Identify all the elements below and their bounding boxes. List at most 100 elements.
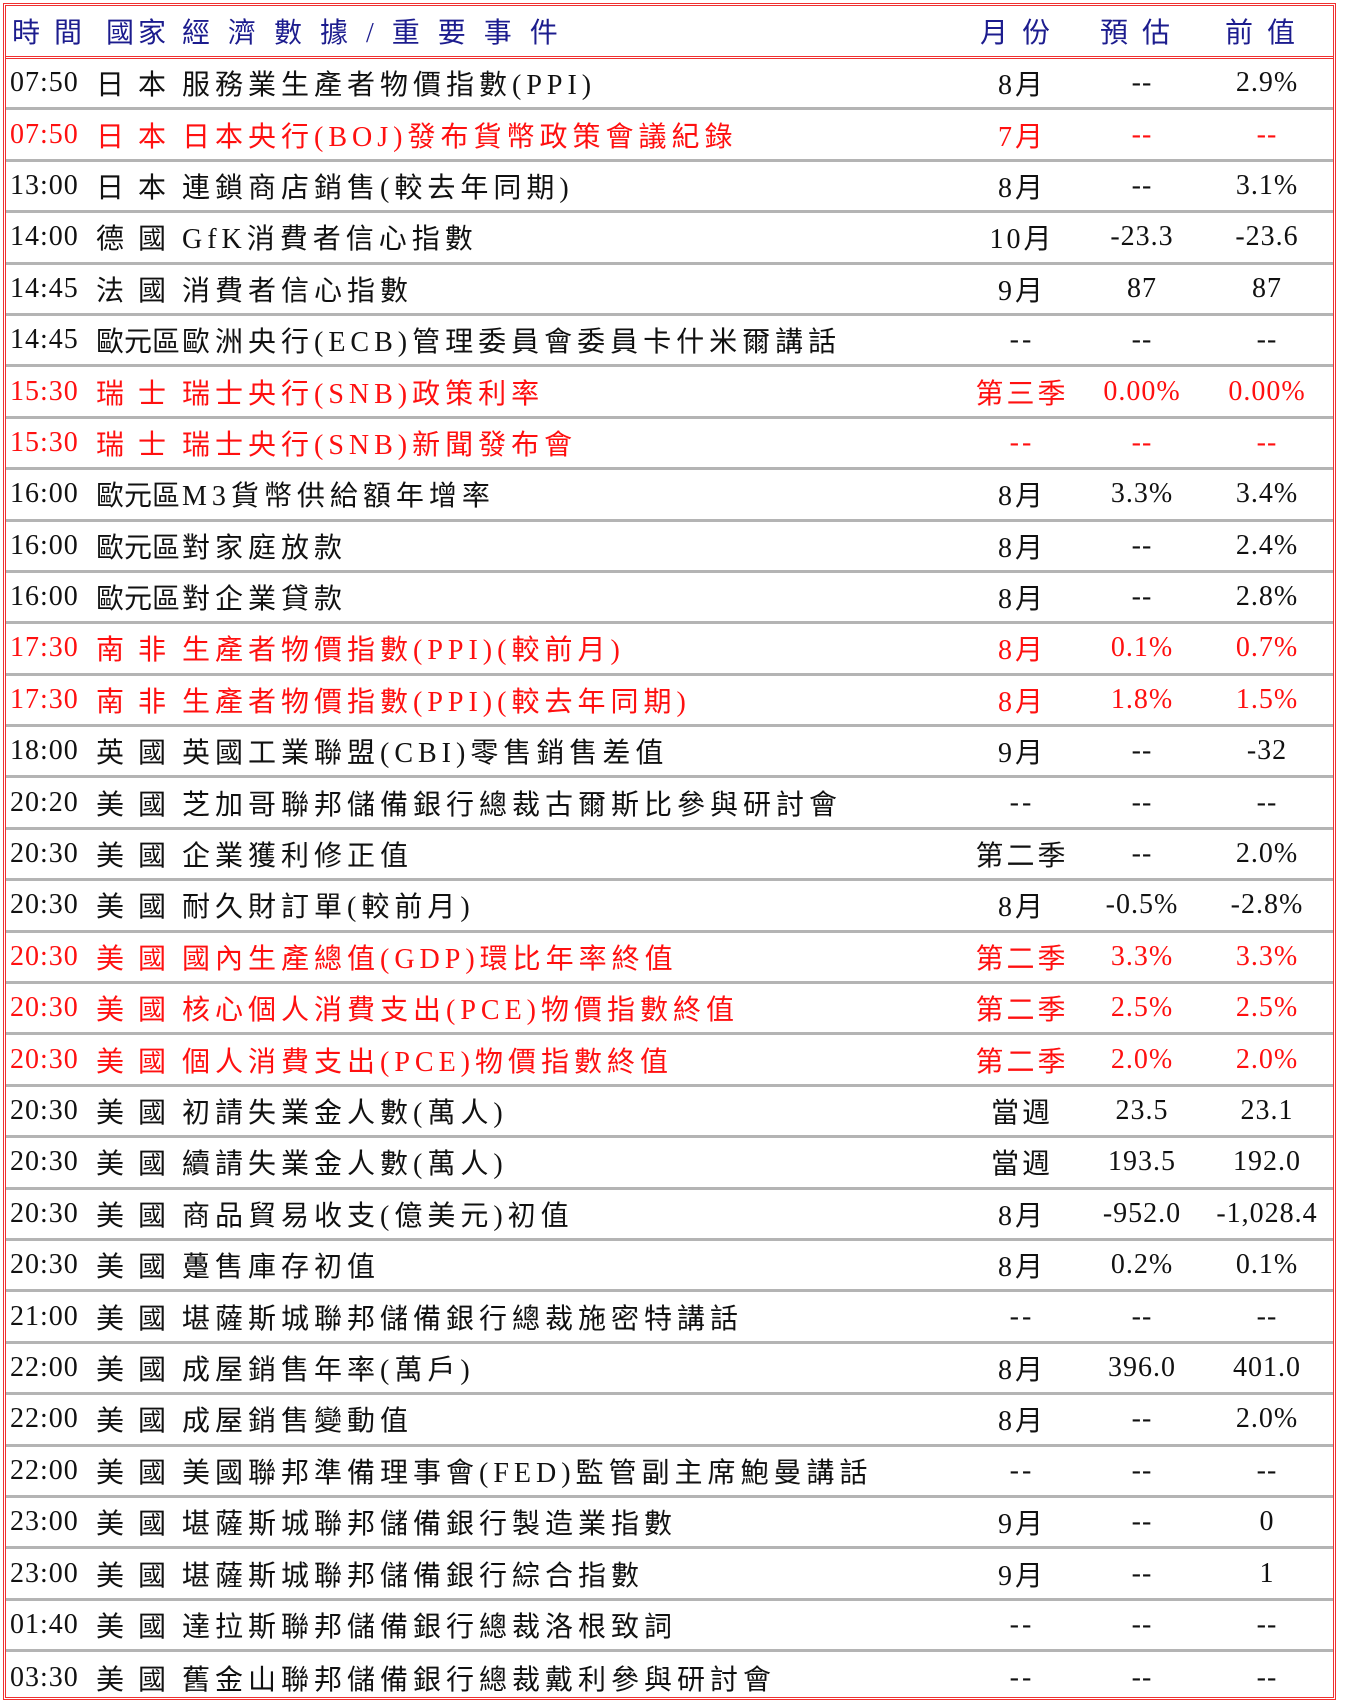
- cell-country: 美國: [96, 1611, 166, 1643]
- cell-month: 第二季: [975, 943, 1069, 975]
- cell-forecast: 0.00%: [1103, 375, 1181, 407]
- table-row: 20:30 美國 續請失業金人數(萬人) 當週 193.5 192.0: [6, 1138, 1333, 1190]
- cell-event: 舊金山聯邦儲備銀行總裁戴利參與研討會: [182, 1664, 777, 1696]
- table-row: 20:20 美國 芝加哥聯邦儲備銀行總裁古爾斯比參與研討會 -- -- --: [6, 778, 1333, 830]
- cell-forecast: --: [1131, 426, 1153, 458]
- header-forecast: 預估: [1099, 18, 1184, 49]
- table-row: 20:30 美國 初請失業金人數(萬人) 當週 23.5 23.1: [6, 1087, 1333, 1139]
- cell-forecast: --: [1131, 1300, 1153, 1332]
- table-row: 17:30 南非 生產者物價指數(PPI)(較去年同期) 8月 1.8% 1.5%: [6, 676, 1333, 728]
- cell-country: 歐元區: [96, 532, 181, 564]
- cell-country: 美國: [96, 1252, 166, 1284]
- table-row: 20:30 美國 國內生產總值(GDP)環比年率終值 第二季 3.3% 3.3%: [6, 933, 1333, 985]
- cell-time: 14:45: [10, 272, 79, 304]
- cell-month: 第二季: [975, 841, 1069, 873]
- cell-time: 20:20: [10, 786, 79, 818]
- cell-time: 15:30: [10, 426, 79, 458]
- cell-forecast: --: [1131, 1506, 1153, 1538]
- cell-time: 22:00: [10, 1454, 79, 1486]
- cell-month: 8月: [997, 686, 1046, 718]
- cell-time: 20:30: [10, 1095, 79, 1126]
- table-row: 21:00 美國 堪薩斯城聯邦儲備銀行總裁施密特講話 -- -- --: [6, 1292, 1333, 1344]
- cell-forecast: 23.5: [1115, 1095, 1169, 1126]
- cell-forecast: --: [1131, 1454, 1153, 1486]
- cell-month: 8月: [997, 892, 1046, 924]
- table-row: 20:30 美國 商品貿易收支(億美元)初值 8月 -952.0 -1,028.4: [6, 1190, 1333, 1241]
- cell-event: 歐洲央行(ECB)管理委員會委員卡什米爾講話: [182, 327, 842, 359]
- table-row: 18:00 英國 英國工業聯盟(CBI)零售銷售差值 9月 -- -32: [6, 727, 1333, 779]
- table-row: 14:00 德國 GfK消費者信心指數 10月 -23.3 -23.6: [6, 213, 1333, 265]
- cell-previous: --: [1256, 786, 1278, 818]
- cell-event: 生產者物價指數(PPI)(較去年同期): [182, 686, 691, 718]
- cell-country: 美國: [96, 1303, 166, 1335]
- cell-event: 對家庭放款: [182, 532, 348, 564]
- table-row: 16:00 歐元區 對家庭放款 8月 -- 2.4%: [6, 522, 1333, 573]
- cell-forecast: --: [1131, 1403, 1153, 1435]
- cell-month: 8月: [997, 1200, 1046, 1232]
- cell-time: 01:40: [10, 1608, 79, 1640]
- cell-event: 商品貿易收支(億美元)初值: [182, 1200, 574, 1232]
- table-row: 23:00 美國 堪薩斯城聯邦儲備銀行綜合指數 9月 -- 1: [6, 1549, 1333, 1601]
- table-row: 20:30 美國 躉售庫存初值 8月 0.2% 0.1%: [6, 1241, 1333, 1293]
- cell-month: 10月: [989, 224, 1055, 256]
- cell-month: 8月: [997, 532, 1046, 564]
- cell-month: --: [1009, 1608, 1035, 1640]
- cell-country: 英國: [96, 738, 166, 770]
- table-row: 22:00 美國 成屋銷售年率(萬戶) 8月 396.0 401.0: [6, 1344, 1333, 1396]
- cell-forecast: --: [1131, 67, 1153, 99]
- cell-month: --: [1009, 1454, 1035, 1486]
- table-row: 13:00 日本 連鎖商店銷售(較去年同期) 8月 -- 3.1%: [6, 162, 1333, 214]
- cell-previous: --: [1256, 1300, 1278, 1332]
- cell-forecast: 0.1%: [1110, 632, 1174, 664]
- table-row: 20:30 美國 核心個人消費支出(PCE)物價指數終值 第二季 2.5% 2.5%: [6, 984, 1333, 1036]
- cell-forecast: 0.2%: [1110, 1249, 1174, 1281]
- cell-country: 美國: [96, 1149, 166, 1181]
- cell-previous: 2.0%: [1235, 1403, 1299, 1435]
- cell-month: 9月: [997, 738, 1046, 770]
- cell-time: 03:30: [10, 1661, 79, 1693]
- cell-month: 7月: [997, 121, 1046, 153]
- cell-country: 瑞士: [96, 429, 166, 461]
- cell-country: 美國: [96, 789, 166, 821]
- cell-country: 南非: [96, 635, 166, 667]
- cell-time: 07:50: [10, 118, 79, 150]
- cell-month: 8月: [997, 584, 1046, 616]
- cell-event: 英國工業聯盟(CBI)零售銷售差值: [182, 738, 669, 770]
- cell-country: 日本: [96, 70, 166, 102]
- cell-forecast: 3.3%: [1110, 478, 1174, 510]
- cell-country: 歐元區: [96, 584, 181, 616]
- table-row: 22:00 美國 成屋銷售變動值 8月 -- 2.0%: [6, 1395, 1333, 1447]
- cell-country: 法國: [96, 275, 166, 307]
- cell-month: 第二季: [975, 1046, 1069, 1078]
- cell-forecast: --: [1131, 1661, 1153, 1693]
- cell-event: 企業獲利修正值: [182, 841, 414, 873]
- cell-country: 德國: [96, 224, 166, 256]
- cell-event: 瑞士央行(SNB)新聞發布會: [182, 429, 578, 461]
- cell-previous: -1,028.4: [1216, 1197, 1318, 1229]
- table-row: 20:30 美國 企業獲利修正值 第二季 -- 2.0%: [6, 830, 1333, 882]
- cell-month: --: [1009, 1661, 1035, 1693]
- economic-calendar-table: 時間 國家 經濟數據/重要事件 月份 預估 前值 07:50 日本 服務業生產者物價…: [3, 3, 1336, 1700]
- header-country: 國家: [106, 18, 166, 49]
- cell-previous: 0.00%: [1228, 375, 1306, 407]
- cell-event: 連鎖商店銷售(較去年同期): [182, 172, 574, 204]
- header-month: 月份: [979, 18, 1064, 49]
- cell-previous: 87: [1252, 272, 1282, 304]
- cell-event: 達拉斯聯邦儲備銀行總裁洛根致詞: [182, 1611, 678, 1643]
- cell-time: 22:00: [10, 1403, 79, 1435]
- cell-country: 歐元區: [96, 481, 181, 513]
- cell-time: 20:30: [10, 1249, 79, 1281]
- cell-previous: 23.1: [1240, 1095, 1294, 1126]
- cell-month: 當週: [990, 1149, 1053, 1181]
- cell-month: 第二季: [975, 995, 1069, 1027]
- cell-previous: 3.4%: [1235, 478, 1299, 510]
- cell-event: GfK消費者信心指數: [182, 224, 478, 256]
- cell-event: 躉售庫存初值: [182, 1252, 381, 1284]
- cell-month: 8月: [997, 635, 1046, 667]
- table-row: 03:30 美國 舊金山聯邦儲備銀行總裁戴利參與研討會 -- -- --: [6, 1652, 1333, 1703]
- header-previous: 前值: [1224, 18, 1309, 49]
- cell-forecast: 193.5: [1108, 1146, 1176, 1178]
- cell-country: 美國: [96, 1098, 166, 1129]
- cell-country: 美國: [96, 1664, 166, 1696]
- cell-forecast: --: [1131, 529, 1153, 561]
